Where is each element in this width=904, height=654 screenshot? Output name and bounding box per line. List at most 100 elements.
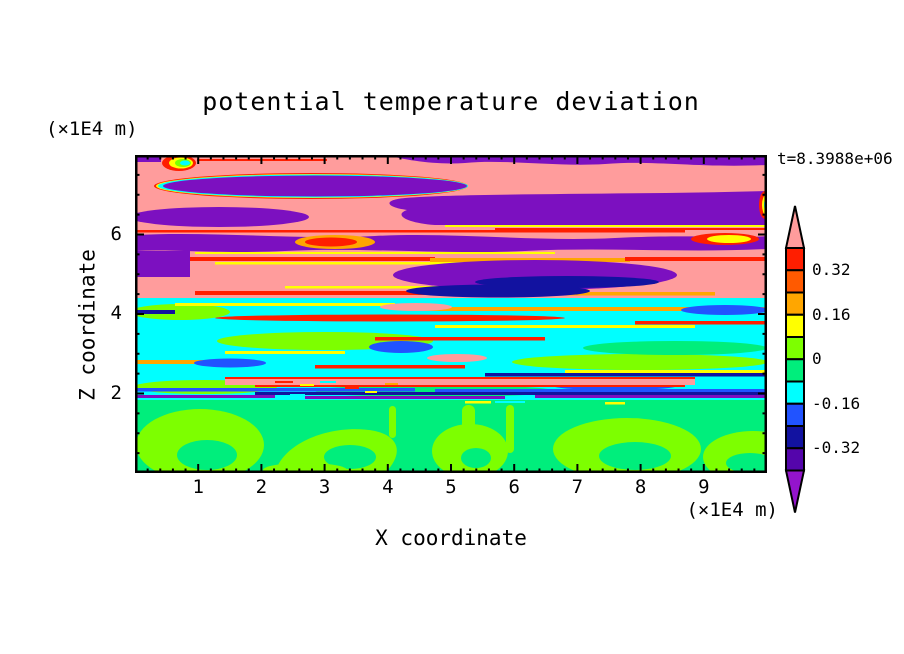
z-tick-label: 2 bbox=[110, 381, 122, 404]
field-shape bbox=[375, 337, 545, 341]
colorbar bbox=[784, 205, 806, 513]
field-shape bbox=[305, 396, 505, 399]
field-shape bbox=[726, 453, 767, 473]
x-tick-label: 8 bbox=[634, 476, 647, 498]
x-tick-label: 1 bbox=[192, 476, 204, 498]
field-shape bbox=[135, 251, 190, 277]
field-shape bbox=[369, 341, 433, 353]
field-shape bbox=[485, 373, 767, 377]
field-shape bbox=[435, 325, 695, 328]
colorbar-segment bbox=[785, 402, 805, 427]
field-shape bbox=[135, 230, 685, 233]
contour-field bbox=[135, 155, 767, 473]
field-shape bbox=[635, 321, 767, 325]
field-shape bbox=[180, 160, 190, 166]
colorbar-tick-label: -0.32 bbox=[812, 438, 861, 458]
colorbar-tick-label: -0.16 bbox=[812, 393, 861, 413]
colorbar-segment bbox=[785, 358, 805, 383]
field-shape bbox=[495, 228, 767, 230]
field-shape bbox=[565, 370, 767, 373]
field-shape bbox=[135, 233, 767, 253]
field-shape bbox=[430, 258, 630, 262]
x-tick-label: 4 bbox=[382, 476, 394, 498]
field-shape bbox=[275, 381, 293, 383]
x-tick-label: 6 bbox=[508, 476, 520, 498]
field-shape bbox=[320, 381, 336, 383]
x-tick-label: 7 bbox=[571, 476, 584, 498]
field-shape bbox=[389, 406, 396, 438]
field-shape bbox=[225, 379, 695, 385]
z-tick-label: 6 bbox=[110, 222, 122, 245]
field-shape bbox=[215, 314, 565, 322]
z-axis-title: Z coordinate bbox=[75, 249, 100, 401]
field-shape bbox=[324, 445, 376, 469]
field-shape bbox=[195, 252, 555, 254]
field-shape bbox=[345, 387, 359, 389]
field-shape bbox=[415, 307, 767, 311]
field-shape bbox=[255, 385, 685, 387]
plot-title: potential temperature deviation bbox=[202, 87, 700, 116]
field-shape bbox=[625, 257, 767, 261]
field-shape bbox=[315, 365, 465, 369]
colorbar-segment bbox=[785, 425, 805, 450]
colorbar-segment bbox=[785, 291, 805, 316]
field-shape bbox=[465, 401, 491, 404]
colorbar-segment bbox=[785, 313, 805, 338]
field-shape bbox=[290, 394, 305, 396]
field-shape bbox=[225, 377, 695, 379]
field-shape bbox=[177, 440, 237, 470]
field-shape bbox=[300, 384, 314, 386]
field-shape bbox=[135, 388, 415, 392]
field-shape bbox=[535, 395, 767, 398]
field-shape bbox=[135, 310, 175, 314]
colorbar-segment bbox=[785, 447, 805, 472]
x-axis-unit-label: (×1E4 m) bbox=[686, 499, 778, 521]
field-shape bbox=[135, 395, 275, 398]
field-shape bbox=[190, 270, 380, 290]
colorbar-arrow-up bbox=[784, 205, 806, 249]
field-shape bbox=[512, 354, 767, 370]
colorbar-arrow-down bbox=[784, 469, 806, 513]
field-shape bbox=[135, 207, 309, 227]
field-shape bbox=[365, 391, 377, 393]
field-shape bbox=[305, 237, 357, 247]
colorbar-tick-label: 0.16 bbox=[812, 304, 851, 324]
field-shape bbox=[506, 405, 514, 453]
field-shape bbox=[435, 389, 767, 393]
field-shape bbox=[195, 291, 555, 295]
field-shape bbox=[194, 358, 266, 368]
colorbar-tick-label: 0.32 bbox=[812, 260, 851, 280]
x-tick-label: 5 bbox=[445, 476, 457, 498]
field-shape bbox=[445, 225, 767, 227]
field-shape bbox=[605, 402, 625, 405]
contour-plot bbox=[135, 155, 767, 473]
x-tick-label: 2 bbox=[255, 476, 268, 498]
field-shape bbox=[135, 257, 435, 261]
plot-frame bbox=[135, 155, 767, 473]
field-shape bbox=[255, 392, 767, 395]
field-shape bbox=[175, 303, 395, 306]
z-tick-label: 4 bbox=[110, 302, 122, 324]
x-tick-label: 9 bbox=[698, 476, 710, 498]
colorbar-segment bbox=[785, 247, 805, 272]
field-shape bbox=[135, 304, 230, 320]
field-shape bbox=[380, 303, 452, 311]
field-shape bbox=[681, 305, 767, 315]
colorbar-segment bbox=[785, 336, 805, 361]
field-shape bbox=[461, 448, 491, 468]
field-shape bbox=[495, 401, 525, 403]
field-shape bbox=[285, 286, 485, 289]
z-axis-unit-label: (×1E4 m) bbox=[46, 118, 138, 140]
x-axis-title: X coordinate bbox=[375, 526, 527, 550]
field-shape bbox=[599, 442, 671, 470]
field-shape bbox=[555, 292, 715, 296]
colorbar-segment bbox=[785, 269, 805, 294]
field-shape bbox=[707, 235, 751, 243]
colorbar-segment bbox=[785, 380, 805, 405]
field-shape bbox=[427, 354, 487, 362]
field-shape bbox=[389, 191, 767, 225]
time-label: t=8.3988e+06 bbox=[777, 149, 893, 168]
field-shape bbox=[385, 383, 398, 385]
colorbar-tick-label: 0 bbox=[812, 349, 822, 369]
field-shape bbox=[583, 341, 767, 355]
